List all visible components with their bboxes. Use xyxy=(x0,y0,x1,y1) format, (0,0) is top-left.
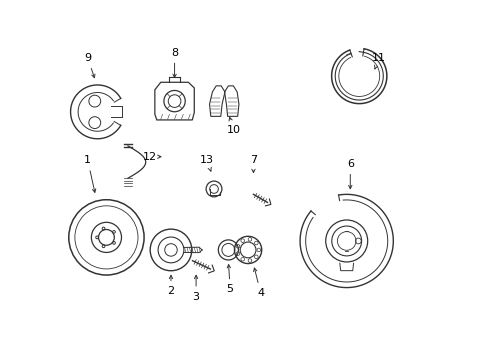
Text: 3: 3 xyxy=(192,275,199,302)
Text: 9: 9 xyxy=(84,53,95,78)
Text: 1: 1 xyxy=(84,155,96,192)
Text: 4: 4 xyxy=(253,268,264,298)
Text: 12: 12 xyxy=(142,152,161,162)
Text: 2: 2 xyxy=(167,275,174,296)
Text: 6: 6 xyxy=(346,159,353,189)
Text: 11: 11 xyxy=(371,53,385,69)
Text: 13: 13 xyxy=(200,155,213,171)
Text: 7: 7 xyxy=(249,155,257,172)
Text: 10: 10 xyxy=(226,117,240,135)
Text: 8: 8 xyxy=(171,48,178,77)
Text: 5: 5 xyxy=(226,265,233,294)
